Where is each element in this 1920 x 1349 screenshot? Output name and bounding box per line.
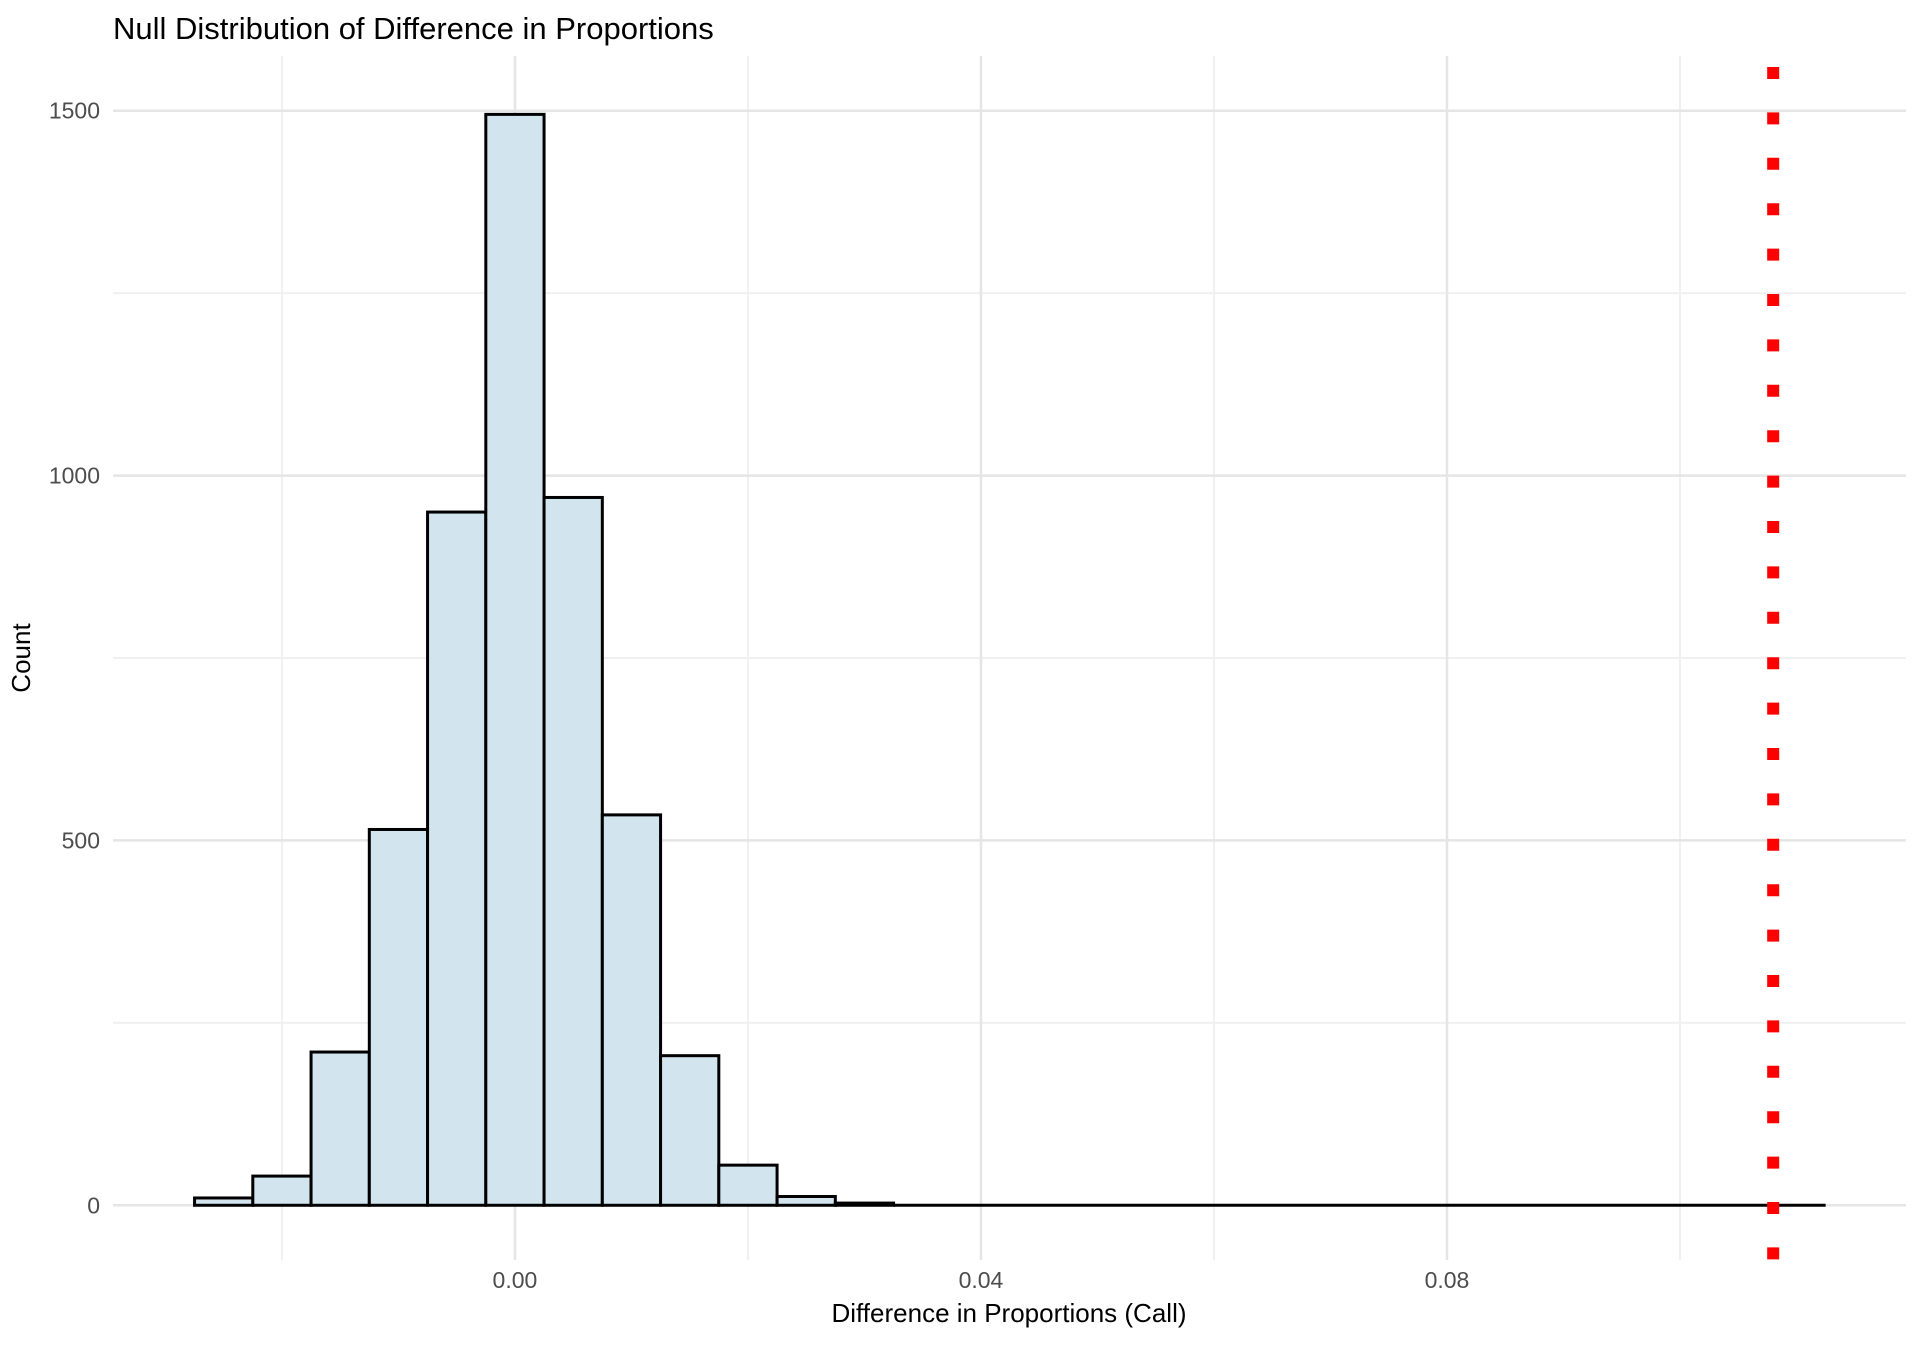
histogram-bar [775,1195,837,1207]
histogram-bar [542,495,604,1207]
histogram-bar [251,1174,313,1207]
histogram-bar [193,1196,255,1207]
plot-title: Null Distribution of Difference in Propo… [113,11,714,46]
histogram-bar [367,827,430,1207]
minor-gridlines [113,56,1906,1260]
histogram-bar [659,1054,721,1207]
histogram-bar [833,1201,896,1207]
x-axis-title: Difference in Proportions (Call) [832,1298,1187,1328]
histogram-bar [600,813,663,1207]
y-axis-tick-labels: 0 500 1000 1500 [49,98,100,1219]
histogram-bar [484,112,546,1207]
y-tick-label: 500 [62,827,100,853]
y-tick-label: 0 [87,1192,100,1218]
x-tick-label: 0.08 [1425,1267,1470,1293]
histogram-bar [309,1050,371,1207]
y-axis-title: Count [6,623,36,693]
x-axis-tick-labels: 0.00 0.04 0.08 [493,1267,1470,1293]
y-tick-label: 1500 [49,98,100,124]
histogram-bar [717,1163,779,1207]
histogram-bars [193,112,896,1207]
x-tick-label: 0.00 [493,1267,538,1293]
y-tick-label: 1000 [49,463,100,489]
histogram-bar [426,510,488,1207]
x-tick-label: 0.04 [959,1267,1004,1293]
